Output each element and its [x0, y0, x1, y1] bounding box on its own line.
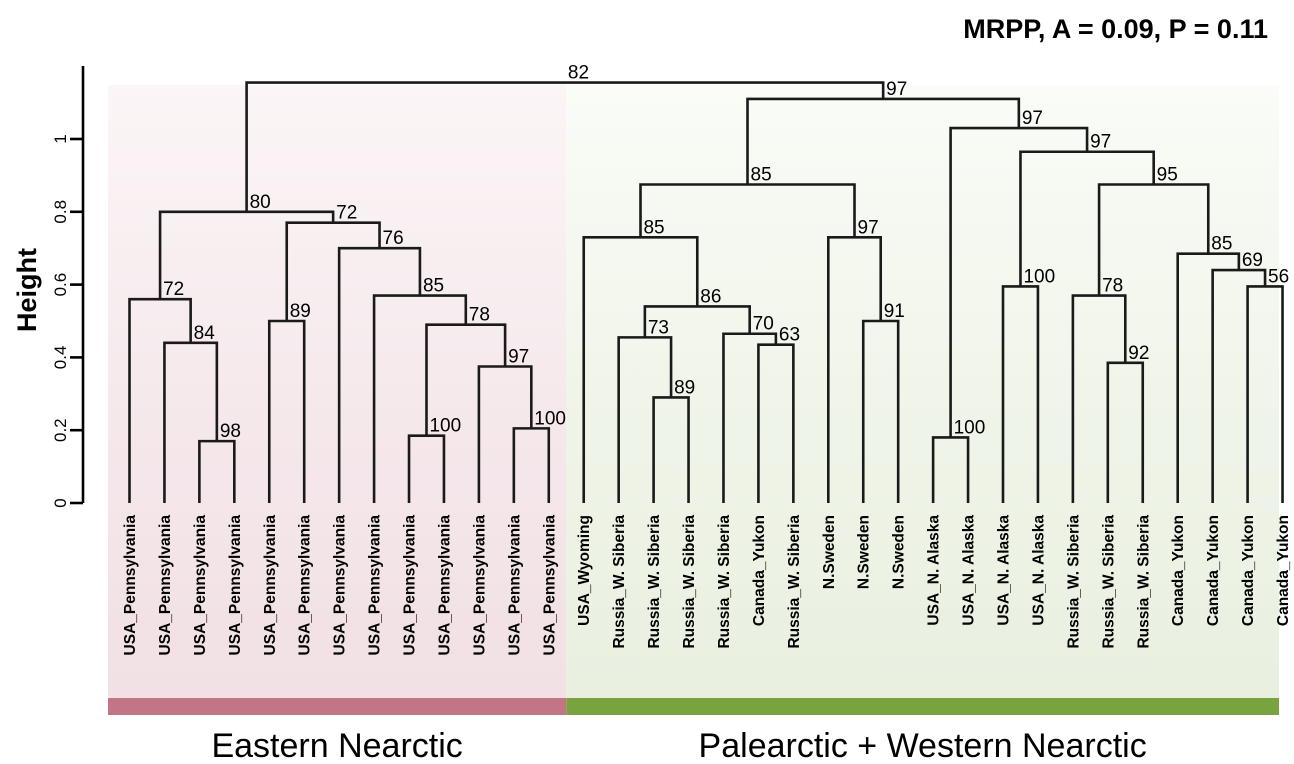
leaf-label: USA_Wyoming	[576, 515, 593, 626]
dendrogram-links	[128, 81, 1284, 503]
leaf-label: USA_Pennsylvania	[367, 515, 384, 656]
leaf-label: Russia_W. Siberia	[1100, 515, 1117, 649]
bootstrap-support-label: 82	[568, 63, 589, 84]
bootstrap-support-label: 85	[751, 165, 772, 186]
y-tick-label: 0	[51, 498, 70, 507]
leaf-label: Russia_W. Siberia	[646, 515, 663, 649]
y-tick-label: 1	[51, 134, 70, 143]
leaf-label: N.Sweden	[891, 515, 908, 589]
leaf-label: USA_N. Alaska	[926, 515, 943, 626]
bootstrap-support-label: 85	[423, 276, 444, 297]
dendrogram-link	[245, 81, 885, 212]
bootstrap-support-label: 85	[643, 217, 664, 238]
bootstrap-support-label: 97	[1022, 108, 1043, 129]
leaf-label: Russia_W. Siberia	[1135, 515, 1152, 649]
bootstrap-support-label: 72	[163, 279, 184, 300]
leaf-label: USA_Pennsylvania	[262, 515, 279, 656]
bootstrap-support-label: 91	[884, 301, 905, 322]
leaf-label: USA_Pennsylvania	[297, 515, 314, 656]
leaf-label: USA_Pennsylvania	[541, 515, 558, 656]
leaf-label: USA_N. Alaska	[961, 515, 978, 626]
leaf-label: Russia_W. Siberia	[786, 515, 803, 649]
bootstrap-support-label: 100	[1023, 266, 1055, 287]
group-bar	[566, 698, 1279, 715]
leaf-label: N.Sweden	[821, 515, 838, 589]
bootstrap-support-label: 89	[674, 377, 695, 398]
bootstrap-support-label: 98	[220, 421, 241, 442]
y-tick-label: 0.4	[51, 346, 70, 370]
leaf-label: USA_Pennsylvania	[506, 515, 523, 656]
leaf-label: Russia_W. Siberia	[1065, 515, 1082, 649]
leaf-label: USA_Pennsylvania	[227, 515, 244, 656]
bootstrap-support-label: 69	[1242, 250, 1263, 271]
bootstrap-support-label: 80	[250, 192, 271, 213]
leaf-label: Canada_Yukon	[1275, 515, 1292, 626]
bootstrap-support-label: 72	[336, 203, 357, 224]
leaf-label: USA_N. Alaska	[996, 515, 1013, 626]
group-bars: Eastern Nearctic Palearctic + Western Nea…	[108, 698, 1279, 764]
leaf-label: USA_Pennsylvania	[122, 515, 139, 656]
leaf-label: USA_N. Alaska	[1030, 515, 1047, 626]
bootstrap-support-label: 95	[1157, 165, 1178, 186]
bootstrap-support-label: 92	[1128, 343, 1149, 364]
bootstrap-support-label: 97	[1090, 132, 1111, 153]
y-tick-label: 0.2	[51, 418, 70, 442]
bootstrap-support-label: 100	[954, 417, 986, 438]
y-tick-label: 0.6	[51, 273, 70, 297]
bootstrap-support-label: 100	[534, 408, 566, 429]
leaf-label: USA_Pennsylvania	[471, 515, 488, 656]
leaf-label: USA_Pennsylvania	[436, 515, 453, 656]
bootstrap-support-label: 97	[508, 347, 529, 368]
bootstrap-support-label: 100	[429, 416, 461, 437]
bootstrap-support-label: 78	[469, 305, 490, 326]
mrpp-annotation: MRPP, A = 0.09, P = 0.11	[963, 14, 1268, 44]
bootstrap-support-label: 85	[1211, 234, 1232, 255]
bootstrap-support-label: 56	[1268, 266, 1289, 287]
eastern-nearctic-background	[108, 85, 567, 698]
palearctic-background	[566, 85, 1279, 698]
bootstrap-support-label: 97	[886, 79, 907, 100]
bootstrap-support-label: 86	[700, 286, 721, 307]
leaf-label: USA_Pennsylvania	[157, 515, 174, 656]
leaf-label: Russia_W. Siberia	[681, 515, 698, 649]
leaf-label: Canada_Yukon	[1205, 515, 1222, 626]
y-tick-label: 0.8	[51, 200, 70, 224]
bootstrap-support-label: 73	[648, 317, 669, 338]
bootstrap-support-label: 76	[383, 228, 404, 249]
leaf-label: Russia_W. Siberia	[611, 515, 628, 649]
leaf-label: Canada_Yukon	[1170, 515, 1187, 626]
leaf-label: Canada_Yukon	[1240, 515, 1257, 626]
bootstrap-support-label: 97	[858, 217, 879, 238]
leaf-label: Russia_W. Siberia	[716, 515, 733, 649]
group-label: Eastern Nearctic	[211, 727, 462, 764]
bootstrap-support-label: 63	[779, 325, 800, 346]
bootstrap-support-label: 89	[290, 301, 311, 322]
y-axis: 0 0.2 0.4 0.6 0.8 1	[51, 66, 85, 508]
leaf-label: USA_Pennsylvania	[402, 515, 419, 656]
leaf-label: Canada_Yukon	[751, 515, 768, 626]
leaf-labels: USA_Pennsylvania USA_Pennsylvania USA_Penn…	[122, 515, 1292, 656]
group-bar	[108, 698, 567, 715]
bootstrap-support-label: 84	[194, 323, 216, 344]
leaf-label: N.Sweden	[856, 515, 873, 589]
leaf-label: USA_Pennsylvania	[332, 515, 349, 656]
bootstrap-support-label: 78	[1102, 276, 1123, 297]
group-label: Palearctic + Western Nearctic	[699, 727, 1147, 764]
bootstrap-support-label: 70	[753, 314, 774, 335]
y-axis-label: Height	[12, 248, 42, 332]
leaf-label: USA_Pennsylvania	[192, 515, 209, 656]
